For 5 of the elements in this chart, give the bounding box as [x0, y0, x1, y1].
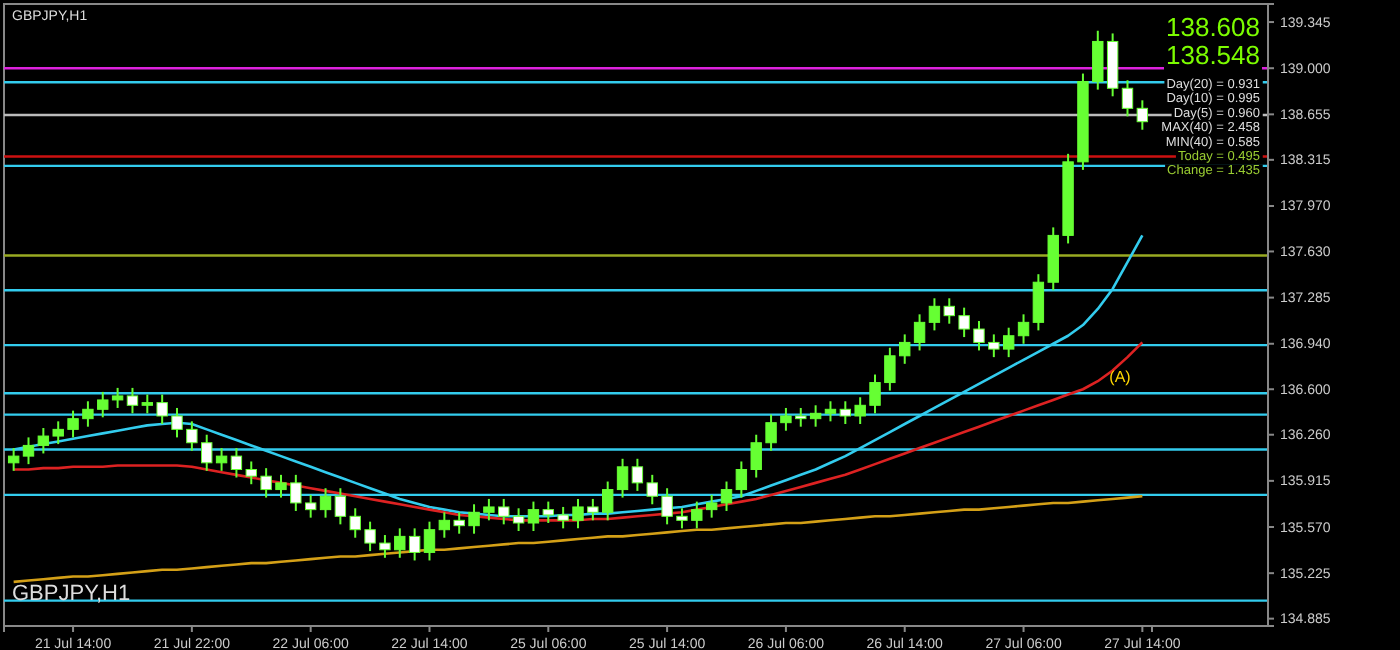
annotation: GBPJPY,H1: [12, 582, 131, 606]
text: 138.608: [1166, 12, 1260, 42]
line-series: [12, 494, 1144, 584]
text: 138.548: [1166, 40, 1260, 70]
annotation: (A): [1109, 368, 1132, 386]
